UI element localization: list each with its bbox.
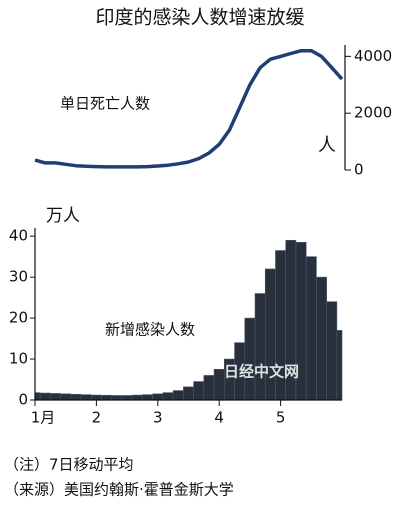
y-tick-label: 4000 xyxy=(354,47,392,65)
bar xyxy=(183,386,194,401)
bar xyxy=(80,394,92,401)
bar xyxy=(131,394,143,401)
y-tick-label: 0 xyxy=(18,391,28,409)
x-tick-label: 4 xyxy=(214,409,224,427)
bar xyxy=(244,317,256,401)
x-tick-label: 1月 xyxy=(31,409,56,427)
y-tick-label: 30 xyxy=(9,268,28,286)
bar xyxy=(336,330,343,401)
note: （注）7日移动平均 xyxy=(4,456,134,474)
bar xyxy=(172,390,184,401)
line-label: 单日死亡人数 xyxy=(60,95,150,113)
bar xyxy=(316,276,327,401)
bar-unit: 万人 xyxy=(46,206,80,226)
bar xyxy=(142,394,153,401)
line xyxy=(34,48,344,169)
bar xyxy=(60,393,72,401)
bar xyxy=(121,395,133,401)
source: （来源）美国约翰斯·霍普金斯大学 xyxy=(4,481,234,499)
x-tick-label: 5 xyxy=(276,409,286,427)
y-tick-label: 0 xyxy=(354,161,364,179)
bar-label: 新增感染人数 xyxy=(105,321,195,339)
y-tick-label: 2000 xyxy=(354,104,392,122)
chart-title: 印度的感染人数增速放缓 xyxy=(95,7,304,29)
bar xyxy=(152,393,164,401)
bar xyxy=(203,375,215,401)
x-tick-label: 3 xyxy=(153,409,163,427)
bar xyxy=(101,394,113,401)
bar xyxy=(305,256,317,401)
bar xyxy=(326,301,338,401)
bar xyxy=(111,395,123,401)
bar xyxy=(39,392,51,401)
bar xyxy=(213,368,225,401)
y-tick-label: 10 xyxy=(9,350,28,368)
bar xyxy=(193,381,205,401)
y-tick-label: 20 xyxy=(9,309,28,327)
bar xyxy=(50,393,61,401)
bar xyxy=(34,392,41,401)
bar xyxy=(162,392,174,401)
y-tick-label: 40 xyxy=(9,227,28,245)
bar xyxy=(90,394,102,401)
x-tick-label: 2 xyxy=(92,409,102,427)
bar xyxy=(70,393,82,401)
watermark: 日经中文网 xyxy=(224,363,299,381)
bar xyxy=(254,293,266,401)
line-unit: 人 xyxy=(318,135,336,156)
